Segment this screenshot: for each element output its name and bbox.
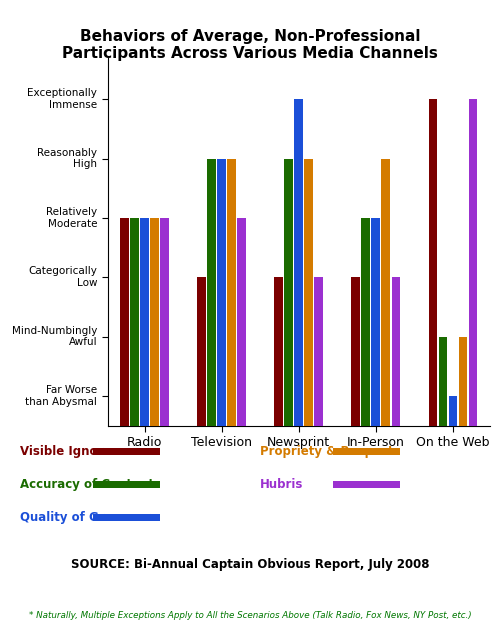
Bar [284,159,293,455]
Bar [372,218,380,455]
Text: Quality of Grammar: Quality of Grammar [20,511,151,524]
Bar [150,218,159,455]
Bar [130,218,139,455]
Bar [428,99,438,455]
Bar [227,159,236,455]
Bar [140,218,149,455]
Bar [438,337,448,455]
Bar [362,218,370,455]
Text: * Naturally, Multiple Exceptions Apply to All the Scenarios Above (Talk Radio, F: * Naturally, Multiple Exceptions Apply t… [28,611,471,620]
Bar [468,99,477,455]
Bar [448,396,458,455]
Bar [314,277,323,455]
Bar [352,277,360,455]
Text: Accuracy of Content: Accuracy of Content [20,478,154,491]
Bar [382,159,390,455]
Text: Behaviors of Average, Non-Professional
Participants Across Various Media Channel: Behaviors of Average, Non-Professional P… [62,29,438,61]
Bar [274,277,283,455]
Bar [197,277,206,455]
Bar [294,99,303,455]
Text: Hubris: Hubris [260,478,304,491]
Text: Propriety & Respect: Propriety & Respect [260,445,394,458]
Bar [458,337,468,455]
Bar [304,159,313,455]
Text: SOURCE: Bi-Annual Captain Obvious Report, July 2008: SOURCE: Bi-Annual Captain Obvious Report… [71,558,429,571]
Text: Visible Ignorance: Visible Ignorance [20,445,135,458]
Bar [392,277,400,455]
Bar [238,218,246,455]
Bar [207,159,216,455]
Bar [160,218,169,455]
Bar [217,159,226,455]
Bar [120,218,129,455]
